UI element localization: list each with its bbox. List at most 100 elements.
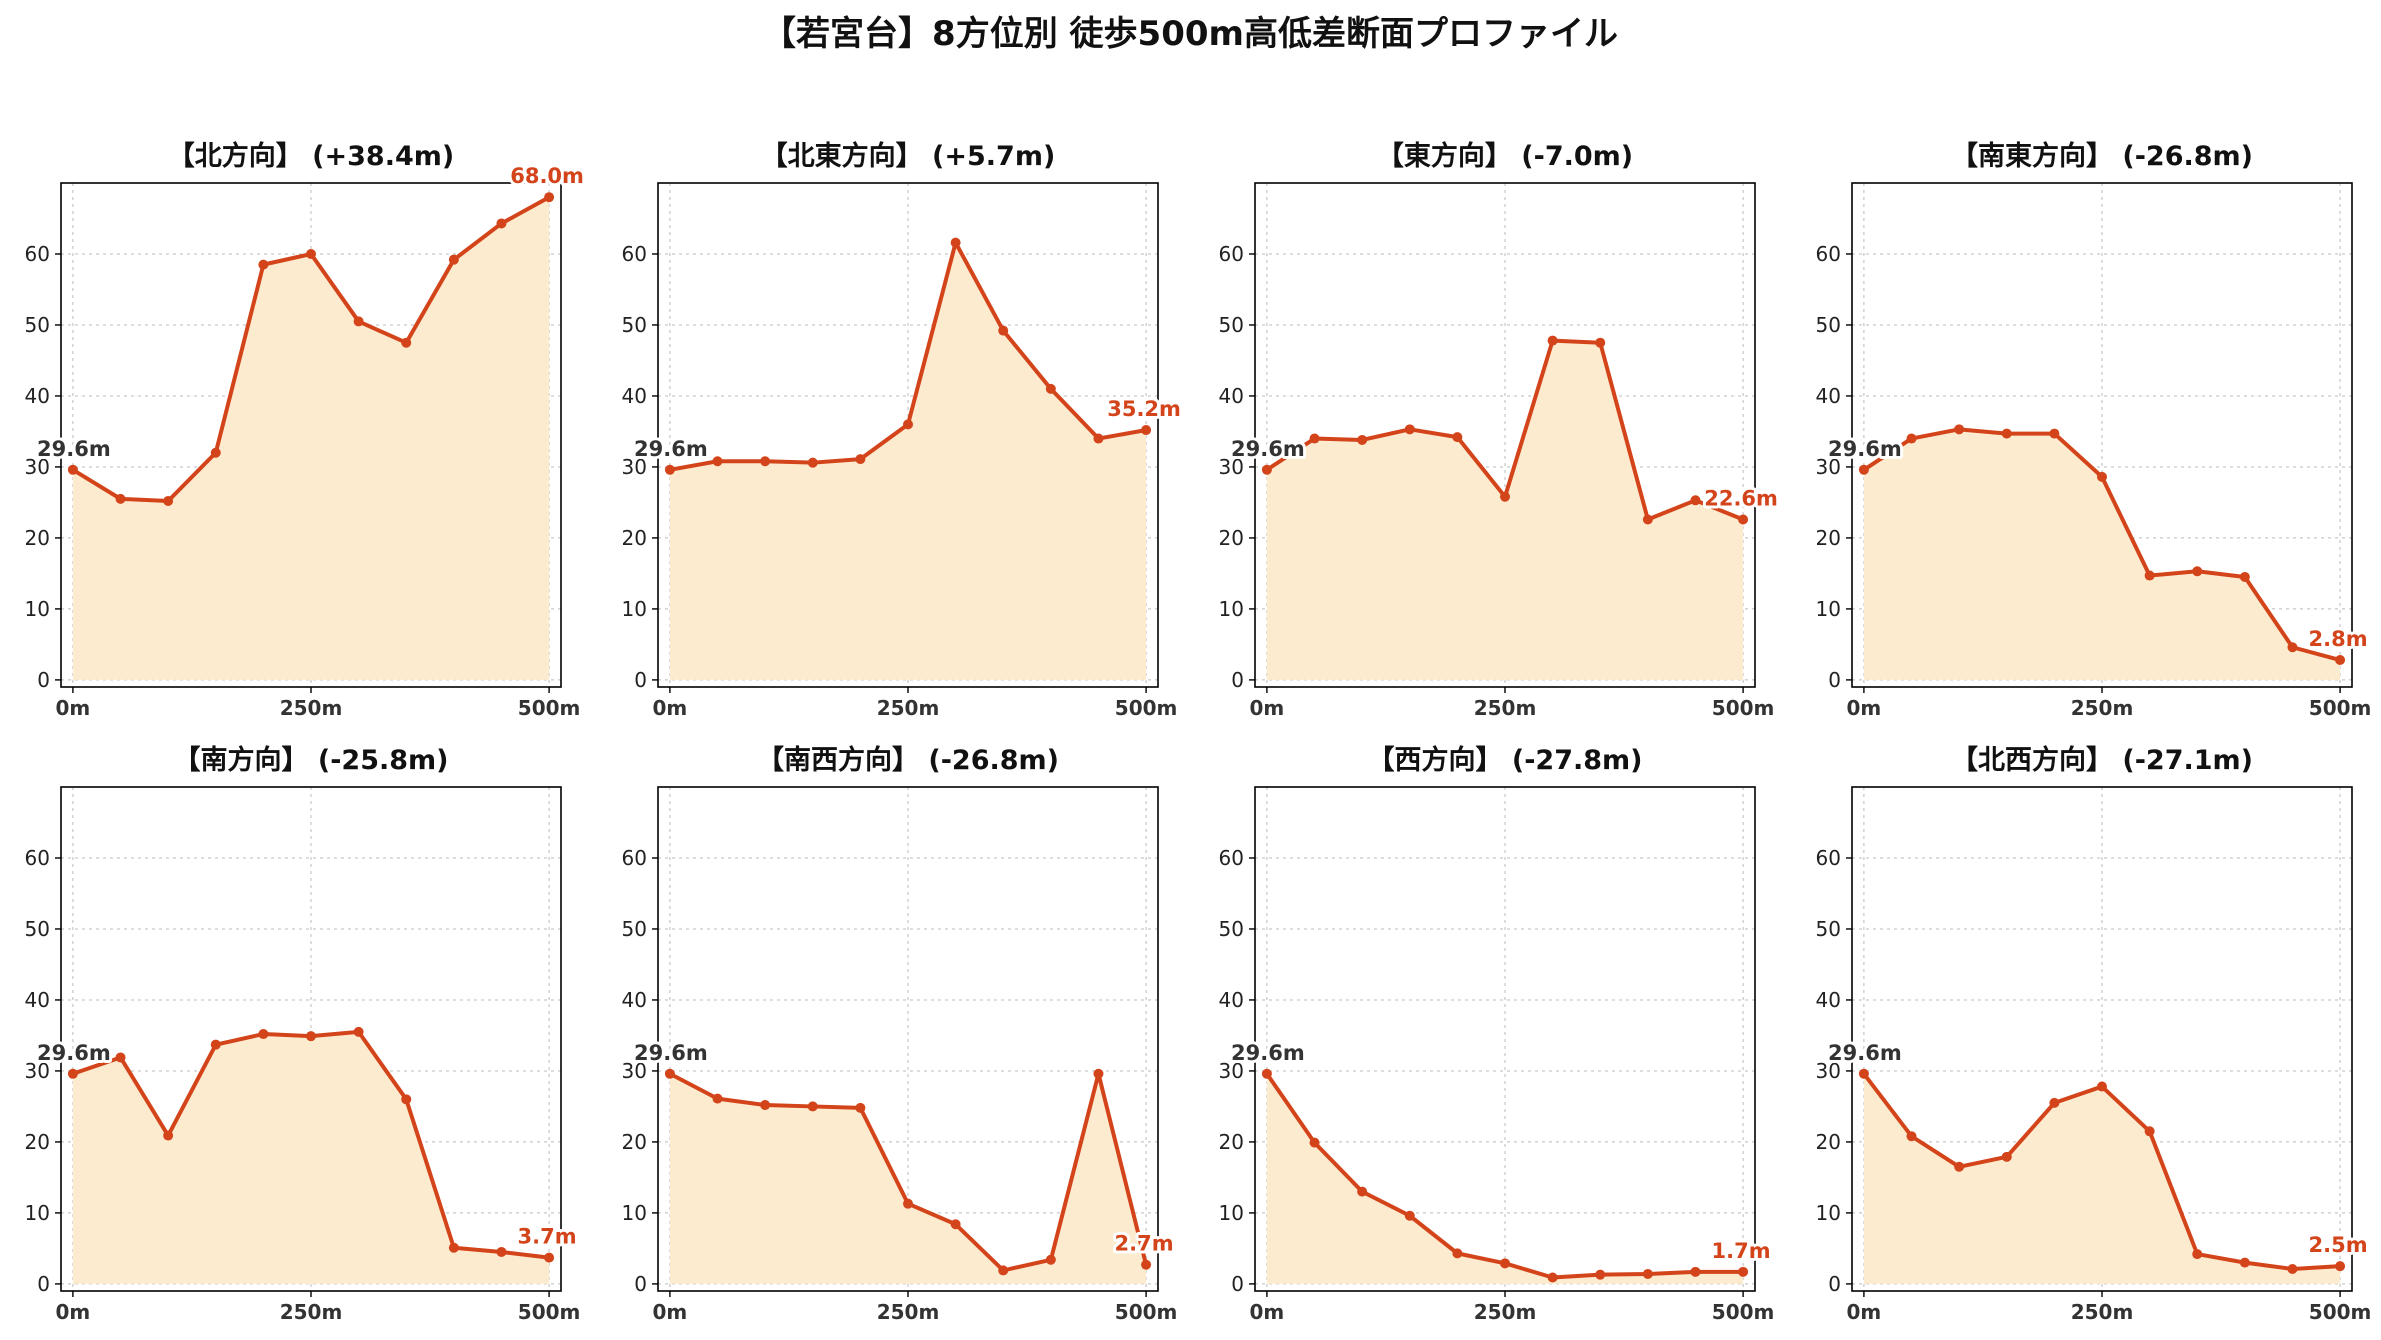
elevation-area [1266,1073,1744,1284]
x-tick-label: 250m [280,1300,343,1324]
x-tick-label: 500m [2309,1300,2372,1324]
x-tick-label: 500m [1712,1300,1775,1324]
y-tick-label: 60 [1816,846,1841,870]
elevation-point [1500,1258,1510,1269]
elevation-point [306,1031,316,1042]
y-tick-label: 0 [37,1272,50,1296]
start-elevation-label: 29.6m [1828,437,1902,461]
y-tick-label: 40 [622,384,647,408]
elevation-point [2049,1097,2060,1108]
y-tick-label: 50 [1219,917,1244,941]
elevation-point [401,1094,412,1105]
y-tick-label: 50 [1219,313,1244,337]
x-tick-label: 250m [2071,696,2134,720]
y-tick-label: 40 [1219,988,1244,1012]
start-elevation-label: 29.6m [1828,1041,1902,1065]
elevation-point [1906,1131,1917,1142]
elevation-point [2287,642,2298,653]
elevation-point [2239,1257,2250,1268]
panel-title: 【南東方向】 (-26.8m) [1951,140,2253,172]
chart-panel: 【東方向】 (-7.0m) 0 10 20 30 40 50 60 0m 250m 500m 29.6… [1219,140,1781,720]
y-tick-label: 20 [25,1130,50,1154]
x-tick-label: 0m [653,1300,688,1324]
elevation-point [664,464,675,475]
elevation-point [544,1252,555,1263]
elevation-point [67,1068,78,1079]
x-tick-label: 250m [280,696,343,720]
elevation-point [2049,428,2060,439]
y-tick-label: 30 [1816,1059,1841,1083]
y-tick-label: 40 [1816,988,1841,1012]
end-elevation-label: 1.7m [1712,1239,1771,1263]
elevation-point [2192,566,2203,577]
y-tick-label: 20 [1219,1130,1244,1154]
elevation-point [1452,432,1463,443]
elevation-point [1595,337,1606,348]
chart-panel: 【南西方向】 (-26.8m) 0 10 20 30 40 50 60 0m 250m 500m 29… [622,744,1178,1324]
y-tick-label: 30 [25,455,50,479]
end-elevation-label: 35.2m [1107,397,1181,421]
y-tick-label: 30 [1219,1059,1244,1083]
elevation-point [2192,1249,2203,1260]
end-elevation-label: 3.7m [518,1225,577,1249]
start-elevation-label: 29.6m [1231,437,1305,461]
elevation-point [306,248,316,259]
elevation-area [1863,429,2341,680]
panel-title: 【東方向】 (-7.0m) [1377,140,1633,172]
chart-panel: 【南方向】 (-25.8m) 0 10 20 30 40 50 60 0m 250m 500m 29.… [25,744,581,1324]
elevation-point [2144,570,2155,581]
elevation-point [1093,1068,1104,1079]
y-tick-label: 60 [622,846,647,870]
x-tick-label: 500m [2309,696,2372,720]
y-tick-label: 60 [25,242,50,266]
x-tick-label: 0m [1250,696,1285,720]
elevation-point [1595,1269,1606,1280]
elevation-point [2001,1151,2012,1162]
elevation-point [353,1026,364,1037]
panel-title: 【北東方向】 (+5.7m) [761,140,1056,172]
elevation-point [1738,1266,1749,1277]
y-tick-label: 40 [1219,384,1244,408]
y-tick-label: 60 [622,242,647,266]
elevation-point [1093,433,1104,444]
y-tick-label: 10 [622,1201,647,1225]
y-tick-label: 50 [622,313,647,337]
elevation-point [1141,1259,1152,1270]
elevation-point [163,496,174,507]
elevation-point [258,1029,269,1040]
y-tick-label: 50 [1816,313,1841,337]
elevation-point [67,464,78,475]
end-elevation-label: 2.7m [1115,1232,1174,1256]
elevation-area [72,1031,550,1284]
y-tick-label: 40 [1816,384,1841,408]
end-elevation-label: 68.0m [510,164,584,188]
y-tick-label: 40 [25,988,50,1012]
elevation-point [1858,1068,1869,1079]
chart-panel: 【南東方向】 (-26.8m) 0 10 20 30 40 50 60 0m 250m 500m 29… [1816,140,2372,720]
elevation-point [1452,1248,1463,1259]
elevation-point [210,1039,221,1050]
elevation-point [163,1130,174,1141]
start-elevation-label: 29.6m [37,1041,111,1065]
elevation-point [1642,514,1653,525]
y-tick-label: 20 [1816,1130,1841,1154]
y-tick-label: 30 [622,455,647,479]
elevation-area [1266,340,1744,680]
panel-title: 【北西方向】 (-27.1m) [1951,744,2253,776]
elevation-point [712,456,723,467]
y-tick-label: 0 [1828,668,1841,692]
x-tick-label: 0m [653,696,688,720]
y-tick-label: 40 [622,988,647,1012]
elevation-point [1547,335,1558,346]
y-tick-label: 20 [622,1130,647,1154]
y-tick-label: 60 [25,846,50,870]
elevation-point [1906,433,1917,444]
elevation-point [448,1242,459,1253]
x-tick-label: 250m [1474,1300,1537,1324]
elevation-point [1309,433,1320,444]
y-tick-label: 10 [25,597,50,621]
y-tick-label: 30 [25,1059,50,1083]
y-tick-label: 0 [1231,668,1244,692]
x-tick-label: 0m [56,696,91,720]
